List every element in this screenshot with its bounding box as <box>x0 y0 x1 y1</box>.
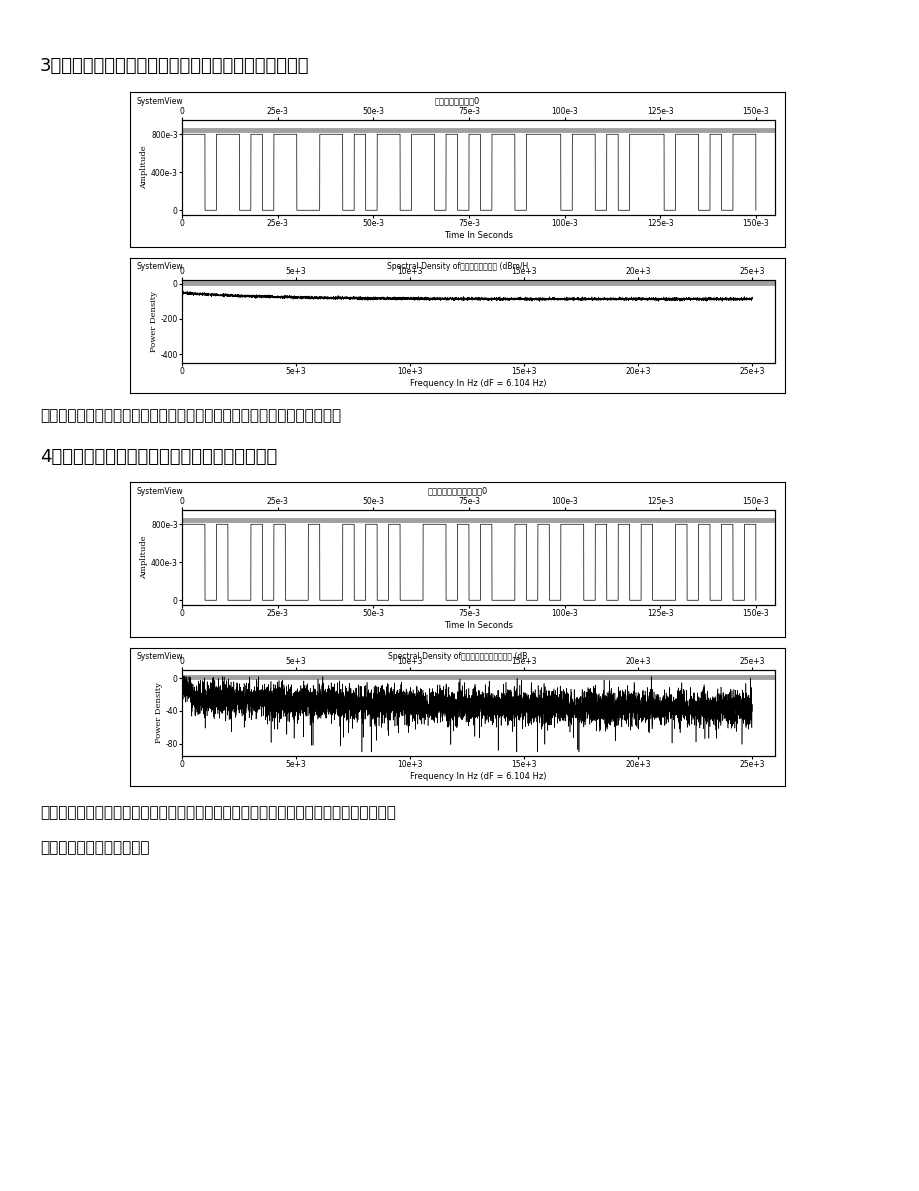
Text: SystemView: SystemView <box>136 96 183 106</box>
Text: SystemView: SystemView <box>136 487 183 495</box>
Text: Spectral Density of包络检波恢复信号 (dBm/H: Spectral Density of包络检波恢复信号 (dBm/H <box>387 262 528 272</box>
Y-axis label: Power Density: Power Density <box>154 682 163 743</box>
X-axis label: Frequency In Hz (dF = 6.104 Hz): Frequency In Hz (dF = 6.104 Hz) <box>410 379 546 388</box>
Text: SystemView: SystemView <box>136 262 183 272</box>
Text: 带干扰调加噪声恢复信号0: 带干扰调加噪声恢复信号0 <box>427 487 487 495</box>
Text: 分析：包络检波可以恢复出原始信号，在没有高斯噪声的情况下也没有失真: 分析：包络检波可以恢复出原始信号，在没有高斯噪声的情况下也没有失真 <box>40 409 341 424</box>
Y-axis label: Power Density: Power Density <box>150 291 157 351</box>
Y-axis label: Amplitude: Amplitude <box>140 536 148 579</box>
Text: 分析：在高斯噪声小的时候，相干解调恢复的信号波形几乎无失真。在高斯噪声大的时候: 分析：在高斯噪声小的时候，相干解调恢复的信号波形几乎无失真。在高斯噪声大的时候 <box>40 805 395 821</box>
Text: 3、采用包络检波，记录恢复信号的波形和功率谱密度；: 3、采用包络检波，记录恢复信号的波形和功率谱密度； <box>40 57 309 75</box>
X-axis label: Time In Seconds: Time In Seconds <box>444 231 513 239</box>
X-axis label: Time In Seconds: Time In Seconds <box>444 621 513 630</box>
Text: Spectral Density of带干扰调加噪声恢复信号 (dB: Spectral Density of带干扰调加噪声恢复信号 (dB <box>388 653 527 661</box>
Text: 4、在接收机模拟带通滤波器前加入高斯白噪声；: 4、在接收机模拟带通滤波器前加入高斯白噪声； <box>40 448 277 466</box>
Text: 包络检波恢复信号0: 包络检波恢复信号0 <box>435 96 480 106</box>
Text: 相干解调的性能逐渐减弱。: 相干解调的性能逐渐减弱。 <box>40 841 150 855</box>
X-axis label: Frequency In Hz (dF = 6.104 Hz): Frequency In Hz (dF = 6.104 Hz) <box>410 772 546 781</box>
Text: SystemView: SystemView <box>136 653 183 661</box>
Y-axis label: Amplitude: Amplitude <box>140 145 148 189</box>
